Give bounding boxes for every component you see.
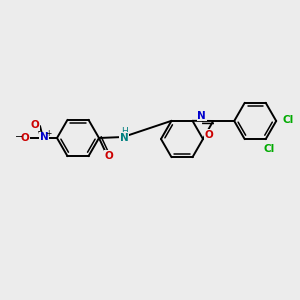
Text: +: + [45,128,51,137]
Text: O: O [21,133,29,143]
Text: N: N [197,111,206,121]
Text: N: N [120,133,128,143]
Text: −: − [15,132,23,142]
Text: N: N [40,133,48,142]
Text: Cl: Cl [263,144,274,154]
Text: O: O [105,151,113,161]
Text: Cl: Cl [283,115,294,125]
Text: H: H [121,127,128,136]
Text: O: O [205,130,214,140]
Text: O: O [31,120,39,130]
